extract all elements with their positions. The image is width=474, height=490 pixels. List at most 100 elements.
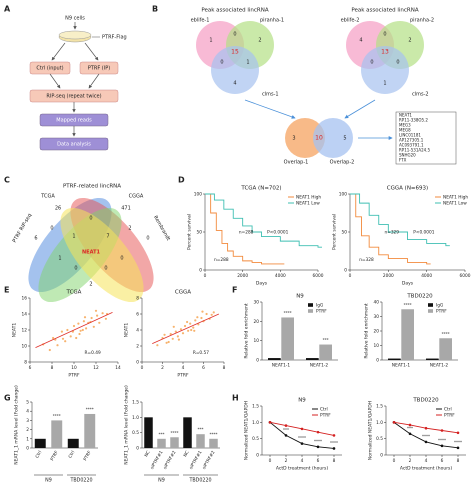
point xyxy=(169,332,172,336)
annotation: R=0.57 xyxy=(193,350,209,356)
venn-count: 13 xyxy=(381,49,389,56)
venn-set: CGGA xyxy=(129,194,144,200)
y-tick-label: 30 xyxy=(374,314,380,320)
y-tick-label: 14 xyxy=(22,312,28,318)
gene-name: NEAT1 xyxy=(399,113,412,118)
panel-label: A xyxy=(4,5,11,14)
point xyxy=(48,348,51,352)
significance: **** xyxy=(438,438,446,443)
x-tick-label: 0 xyxy=(269,458,272,464)
chart: CGGA (N=693) Percent survival Days 0 50 100 0 2… xyxy=(332,186,471,287)
bar xyxy=(209,438,218,448)
y-tick-label: 0 xyxy=(199,268,202,274)
y-tick-label: 0 xyxy=(376,358,379,364)
x-tick-label: 0 xyxy=(141,365,144,371)
x-tick-label: NEAT1-1 xyxy=(272,363,290,369)
legend-label: Ctrl xyxy=(320,407,328,413)
x-tick-label: 2 xyxy=(161,365,164,371)
point xyxy=(392,421,396,424)
point xyxy=(196,316,199,319)
legend-label: PTRF xyxy=(436,309,447,315)
venn-count: 0 xyxy=(74,266,77,272)
y-axis-label: Normalized NEAT1/GAPDH xyxy=(368,401,374,460)
point xyxy=(83,316,87,319)
bar xyxy=(388,358,401,360)
y-tick-label: 3 xyxy=(26,418,29,424)
venn-count: 5 xyxy=(343,136,346,142)
point xyxy=(61,337,65,340)
x-axis-label: PTRF xyxy=(68,373,80,379)
point xyxy=(194,319,197,322)
x-tick-label: 4 xyxy=(425,458,428,464)
x-tick-label: 6 xyxy=(317,458,320,464)
gene-name: AC093791.1 xyxy=(399,143,424,148)
panel-label: F xyxy=(232,286,237,295)
panel-label: D xyxy=(178,176,185,185)
y-tick-label: 1 xyxy=(26,436,29,442)
significance: **** xyxy=(53,413,61,418)
panel-label: G xyxy=(4,394,11,403)
point xyxy=(332,447,336,450)
point xyxy=(187,329,190,332)
venn-set: Overlap-1 xyxy=(284,160,309,166)
y-axis-label: Normalized NEAT1/GAPDH xyxy=(244,401,250,460)
series-line xyxy=(205,193,322,248)
x-tick-label: 8 xyxy=(333,458,336,464)
chart: NEAT1_1 mRNA level (Fold change) 0 0.5 1.0 1… xyxy=(124,385,220,484)
point xyxy=(192,326,195,329)
flowchart: N9 cells PTRF-Flag Ctrl (input) PTRF (IP… xyxy=(29,16,127,151)
point xyxy=(69,335,72,338)
annotation: n=328 xyxy=(359,257,374,263)
bar xyxy=(306,358,319,360)
legend-label: NEAT1 High xyxy=(443,195,468,201)
y-tick-label: 100 xyxy=(194,192,202,198)
point xyxy=(200,316,203,320)
venn-count: 4 xyxy=(359,38,362,44)
point xyxy=(72,324,76,328)
chart-title: CGGA (N=693) xyxy=(387,186,428,192)
point xyxy=(316,445,320,449)
group-label: TBD0220 xyxy=(188,478,211,484)
y-tick-label: 40 xyxy=(374,300,380,306)
y-tick-label: 0.5 xyxy=(376,436,383,442)
significance: **** xyxy=(314,439,322,444)
x-tick-label: 12 xyxy=(93,365,99,371)
group-label: N9 xyxy=(158,478,165,484)
point xyxy=(77,322,80,325)
y-tick-label: 1.5 xyxy=(132,400,139,406)
x-tick-label: 2 xyxy=(409,458,412,464)
venn-count: 1 xyxy=(72,234,75,240)
legend-label: NEAT1 High xyxy=(296,195,321,201)
point xyxy=(163,333,166,336)
venn-set: Overlap-2 xyxy=(330,160,355,166)
point xyxy=(408,432,412,436)
bar xyxy=(319,344,332,360)
y-tick-label: 1.5 xyxy=(376,404,383,410)
point xyxy=(179,328,183,331)
panel-label: H xyxy=(232,394,239,403)
significance: **** xyxy=(330,440,338,445)
point xyxy=(189,322,192,325)
y-tick-label: 50 xyxy=(342,230,348,236)
venn-count: 1 xyxy=(246,60,249,66)
point xyxy=(201,310,204,313)
point xyxy=(165,341,168,344)
venn-count: 26 xyxy=(55,206,61,212)
x-tick-label: 4 xyxy=(182,365,185,371)
legend-swatch xyxy=(308,309,313,313)
y-axis-label: NEAT1_1 mRNA level (Fold change) xyxy=(124,385,130,465)
point xyxy=(456,446,460,450)
y-axis-label: NEAT1_1 mRNA level (Fold change) xyxy=(14,385,20,465)
y-axis-label: NEAT1 xyxy=(124,323,130,338)
bar xyxy=(281,317,294,360)
x-tick-label: NEAT1-2 xyxy=(310,363,328,369)
chart: CGGA NEAT1 PTRF 0 2 4 6 8 0 2 4 6 8 R=0.57 xyxy=(124,290,226,379)
point xyxy=(186,320,189,324)
point xyxy=(104,317,107,320)
point xyxy=(156,344,159,347)
venn-b: Peak associated lincRNA Peak associated … xyxy=(191,8,457,166)
legend-swatch xyxy=(428,309,433,313)
panel-label: B xyxy=(152,5,158,14)
legend-label: PTRF xyxy=(320,413,331,419)
point xyxy=(456,431,460,435)
